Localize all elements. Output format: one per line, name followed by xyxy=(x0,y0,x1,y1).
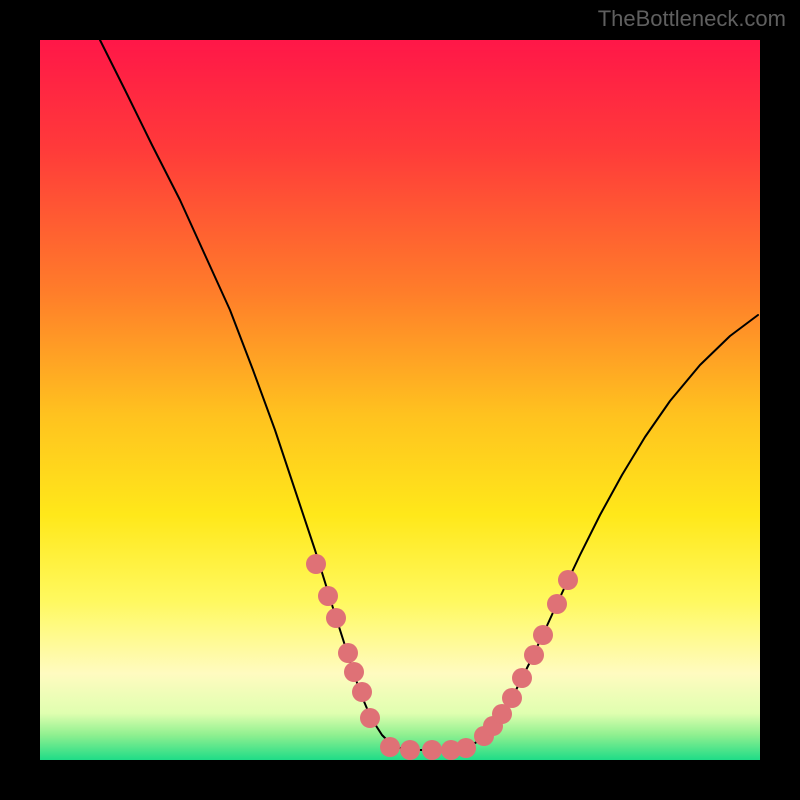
marker-point xyxy=(380,737,400,757)
marker-point xyxy=(533,625,553,645)
marker-point xyxy=(318,586,338,606)
plot-area xyxy=(40,40,760,760)
marker-point xyxy=(524,645,544,665)
marker-point xyxy=(306,554,326,574)
chart-svg xyxy=(40,40,760,760)
watermark: TheBottleneck.com xyxy=(598,6,786,32)
marker-point xyxy=(338,643,358,663)
marker-point xyxy=(360,708,380,728)
marker-point xyxy=(344,662,364,682)
marker-point xyxy=(512,668,532,688)
marker-point xyxy=(422,740,442,760)
marker-point xyxy=(326,608,346,628)
marker-point xyxy=(456,738,476,758)
gradient-background xyxy=(40,40,760,760)
marker-point xyxy=(400,740,420,760)
marker-point xyxy=(547,594,567,614)
marker-point xyxy=(558,570,578,590)
marker-point xyxy=(502,688,522,708)
marker-point xyxy=(352,682,372,702)
